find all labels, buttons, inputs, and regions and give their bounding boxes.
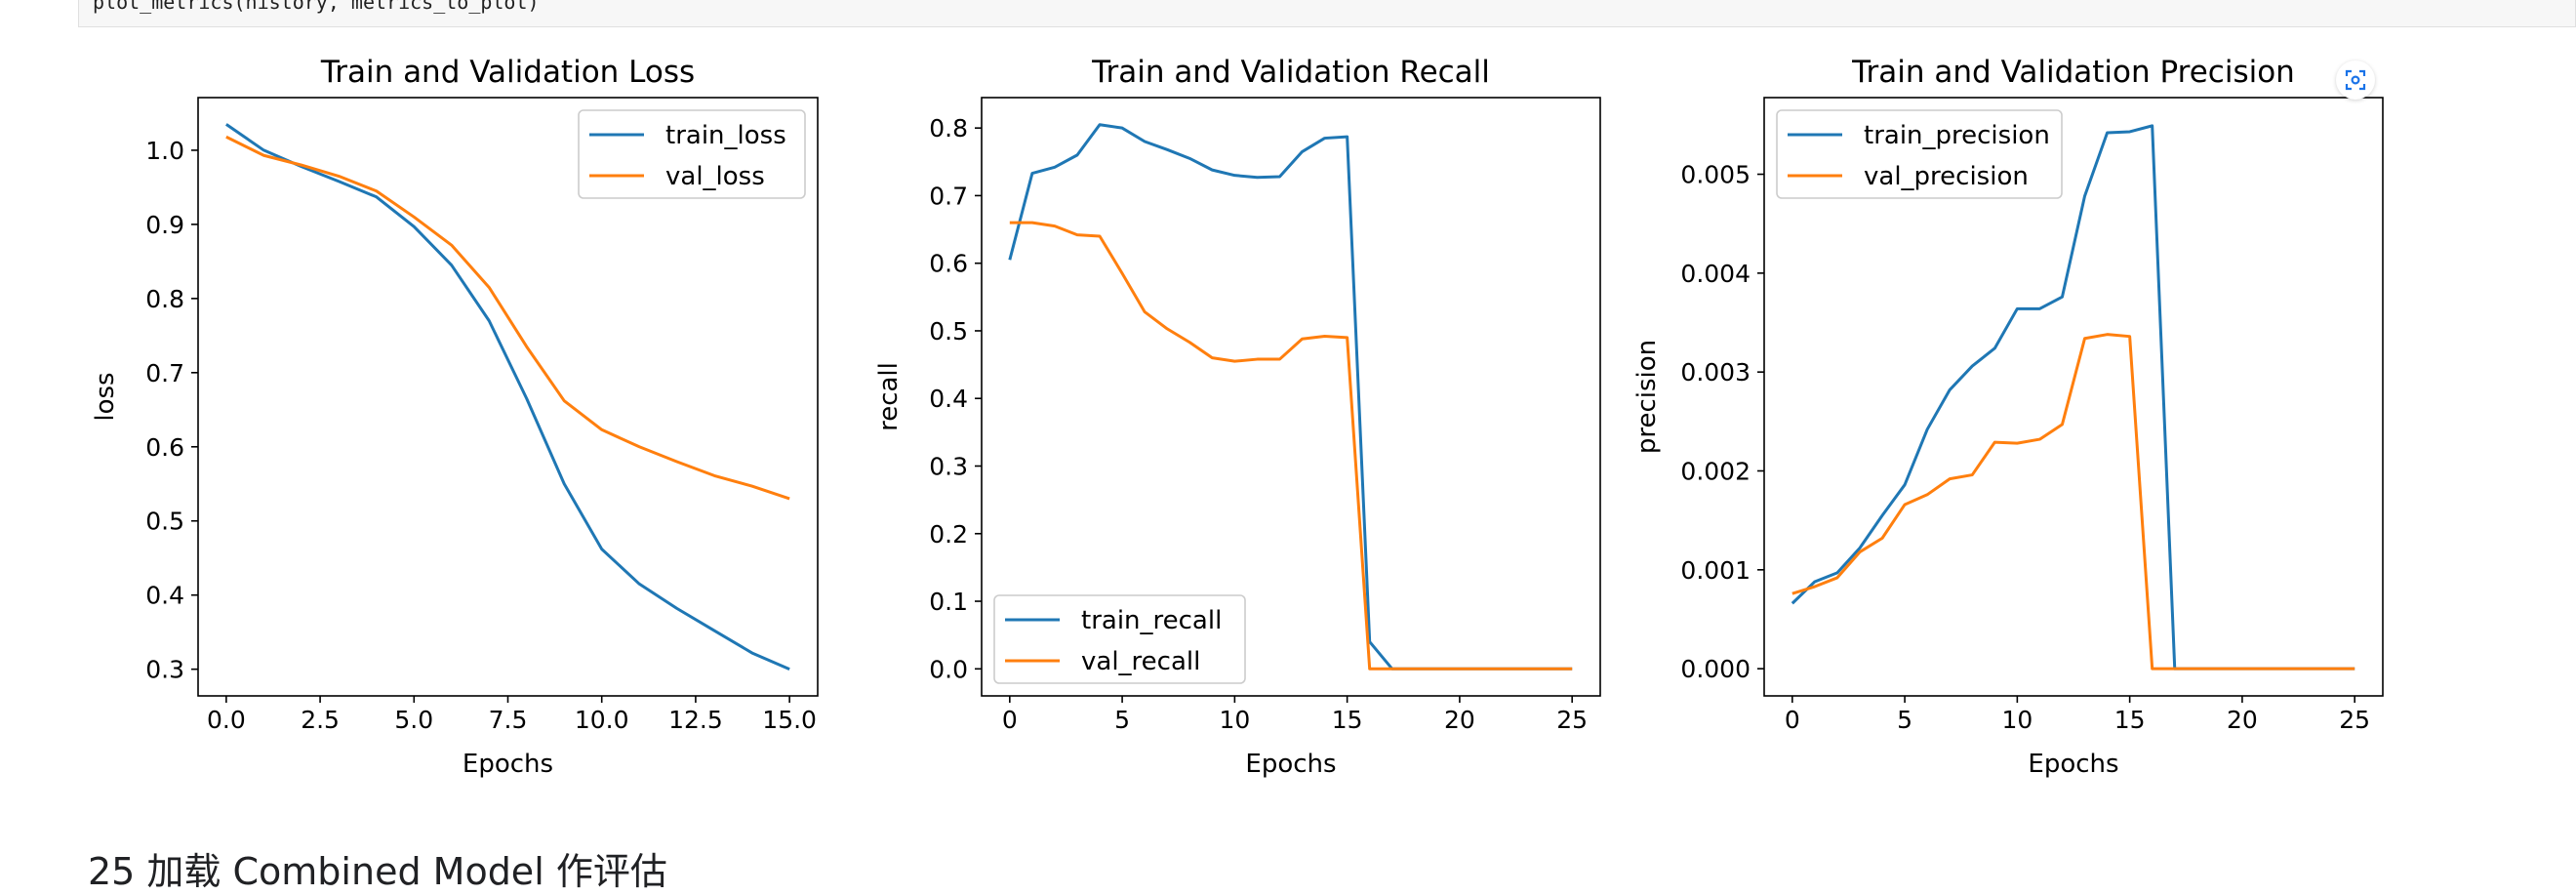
legend-label: train_precision — [1864, 121, 2050, 150]
series-line-train_precision — [1791, 124, 2355, 671]
code-cell[interactable]: plot_metrics(history, metrics_to_plot) — [78, 0, 2576, 27]
y-tick-label: 0.6 — [145, 433, 184, 462]
legend: train_recall val_recall — [993, 594, 1246, 684]
next-section-heading: 25 加载 Combined Model 作评估 — [88, 850, 667, 893]
axes-frame — [981, 97, 1601, 697]
x-axis-label: Epochs — [2028, 750, 2118, 779]
code-line: plot_metrics(history, metrics_to_plot) — [93, 0, 540, 14]
series-line-val_recall — [1009, 221, 1573, 671]
x-tick-label: 0 — [1002, 706, 1018, 734]
chart-precision: Train and Validation Precision 0 5 10 15 20 25… — [1632, 55, 2384, 779]
x-tick-label: 12.5 — [668, 706, 723, 734]
series-line-val_loss — [225, 135, 790, 501]
y-tick-label: 0.1 — [929, 588, 968, 616]
y-tick-label: 0.0 — [929, 655, 968, 683]
series-line-val_precision — [1791, 333, 2355, 671]
y-tick-label: 0.8 — [929, 114, 968, 142]
y-tick-label: 0.002 — [1680, 457, 1751, 485]
y-tick-label: 0.7 — [145, 359, 184, 387]
x-tick-label: 15.0 — [762, 706, 817, 734]
y-tick-label: 0.7 — [929, 182, 968, 210]
y-tick-label: 0.5 — [145, 508, 184, 536]
x-axis-label: Epochs — [463, 750, 553, 779]
y-tick-label: 0.003 — [1680, 358, 1751, 386]
x-tick-label: 5 — [1114, 706, 1130, 734]
series-line-train_loss — [225, 123, 790, 671]
legend-label: val_precision — [1864, 162, 2029, 191]
y-tick-label: 0.3 — [145, 656, 184, 684]
chart-title: Train and Validation Precision — [1851, 55, 2295, 90]
chart-title: Train and Validation Loss — [320, 55, 695, 90]
x-tick-label: 20 — [1444, 706, 1475, 734]
x-tick-label: 10 — [1219, 706, 1250, 734]
y-tick-label: 0.5 — [929, 317, 968, 346]
y-tick-label: 0.6 — [929, 250, 968, 278]
y-axis-label: precision — [1632, 340, 1662, 454]
x-tick-label: 2.5 — [301, 706, 340, 734]
y-tick-label: 0.9 — [145, 211, 184, 239]
x-axis-label: Epochs — [1245, 750, 1336, 779]
x-tick-label: 10 — [2001, 706, 2033, 734]
legend: train_loss val_loss — [578, 109, 806, 199]
expand-image-button[interactable] — [2336, 61, 2375, 100]
x-tick-label: 25 — [1556, 706, 1588, 734]
y-tick-label: 0.004 — [1680, 260, 1751, 288]
y-tick-label: 0.2 — [929, 520, 968, 549]
axes-frame — [1763, 97, 2384, 697]
series-line-train_recall — [1008, 123, 1573, 671]
y-axis-label: recall — [874, 362, 904, 431]
x-tick-label: 0.0 — [207, 706, 246, 734]
axes-frame — [197, 97, 819, 697]
chart-loss: Train and Validation Loss 0.0 2.5 5.0 7.5 10.… — [91, 55, 819, 779]
y-tick-label: 0.8 — [145, 285, 184, 313]
legend-label: train_recall — [1081, 606, 1222, 635]
y-tick-label: 0.3 — [929, 452, 968, 480]
legend-label: val_loss — [665, 162, 765, 191]
x-tick-label: 5.0 — [394, 706, 433, 734]
x-tick-label: 0 — [1785, 706, 1800, 734]
y-axis-label: loss — [91, 372, 120, 421]
legend-label: train_loss — [665, 121, 786, 150]
x-tick-label: 25 — [2339, 706, 2370, 734]
focus-frame-icon — [2345, 69, 2366, 91]
x-tick-label: 7.5 — [489, 706, 528, 734]
metrics-figure: Train and Validation Loss 0.0 2.5 5.0 7.5 10.… — [91, 55, 2384, 779]
y-tick-label: 0.005 — [1680, 161, 1751, 189]
y-tick-label: 0.000 — [1680, 655, 1751, 683]
legend-box — [1776, 109, 2063, 199]
legend: train_precision val_precision — [1776, 109, 2063, 199]
chart-title: Train and Validation Recall — [1091, 55, 1490, 90]
x-tick-label: 15 — [2114, 706, 2146, 734]
legend-label: val_recall — [1081, 647, 1200, 676]
y-tick-label: 0.001 — [1680, 556, 1751, 585]
y-tick-label: 0.4 — [145, 582, 184, 610]
y-tick-label: 1.0 — [145, 137, 184, 165]
x-tick-label: 20 — [2227, 706, 2258, 734]
y-tick-label: 0.4 — [929, 385, 968, 413]
x-tick-label: 10.0 — [575, 706, 629, 734]
chart-recall: Train and Validation Recall 0 5 10 15 20 25 0.0… — [874, 55, 1601, 779]
x-tick-label: 15 — [1332, 706, 1363, 734]
x-tick-label: 5 — [1897, 706, 1912, 734]
